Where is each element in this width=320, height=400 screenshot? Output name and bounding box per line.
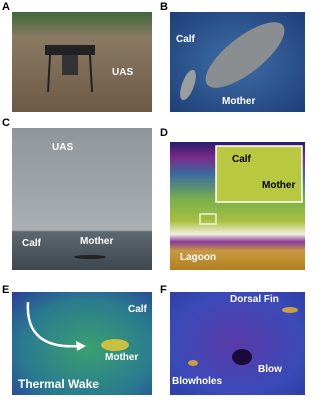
inset xyxy=(215,145,303,203)
label: UAS xyxy=(112,67,133,78)
drone-leg xyxy=(89,54,93,93)
panel-c: C UAS Calf Mother xyxy=(2,117,152,270)
whale xyxy=(180,69,196,101)
label: Mother xyxy=(80,236,113,247)
panel-letter: D xyxy=(160,127,168,139)
panel-e: E Calf Mother Thermal Wake xyxy=(2,284,152,395)
label: Thermal Wake xyxy=(18,377,99,391)
label: Mother xyxy=(262,180,295,191)
panel-letter: E xyxy=(2,284,9,296)
label: Calf xyxy=(128,304,148,315)
drone xyxy=(62,55,78,75)
box xyxy=(199,213,217,225)
label: Lagoon xyxy=(180,252,216,263)
label: Calf xyxy=(232,154,252,165)
label: Blowholes xyxy=(172,376,222,387)
blowhole xyxy=(188,360,198,366)
label: Mother xyxy=(105,352,138,363)
panel-letter: F xyxy=(160,284,167,296)
whale xyxy=(205,22,285,88)
panel-letter: A xyxy=(2,1,10,13)
label: Calf xyxy=(22,238,42,249)
panel-letter: B xyxy=(160,1,168,13)
label: Calf xyxy=(176,34,196,45)
whale-heat xyxy=(101,339,129,351)
panel-letter: C xyxy=(2,117,10,129)
label: Blow xyxy=(258,364,282,375)
panel-f: F Dorsal Fin Blowholes Blow xyxy=(160,284,305,395)
drone-leg xyxy=(47,54,51,93)
arrow-head xyxy=(76,341,86,351)
arrow xyxy=(26,301,81,348)
photo xyxy=(12,292,152,395)
panel-b: B Calf Mother xyxy=(160,1,305,112)
whale xyxy=(74,255,106,259)
label: Dorsal Fin xyxy=(230,294,279,305)
photo xyxy=(12,12,152,112)
photo xyxy=(12,128,152,270)
blow xyxy=(232,349,252,365)
fin xyxy=(282,307,298,313)
panel-a: A UAS xyxy=(2,1,152,112)
label: UAS xyxy=(52,142,73,153)
label: Mother xyxy=(222,96,255,107)
drone xyxy=(45,45,95,55)
figure: A UAS B Calf Mother C UAS Calf Mother D … xyxy=(2,1,305,395)
panel-d: D Calf Mother Lagoon xyxy=(160,127,305,270)
